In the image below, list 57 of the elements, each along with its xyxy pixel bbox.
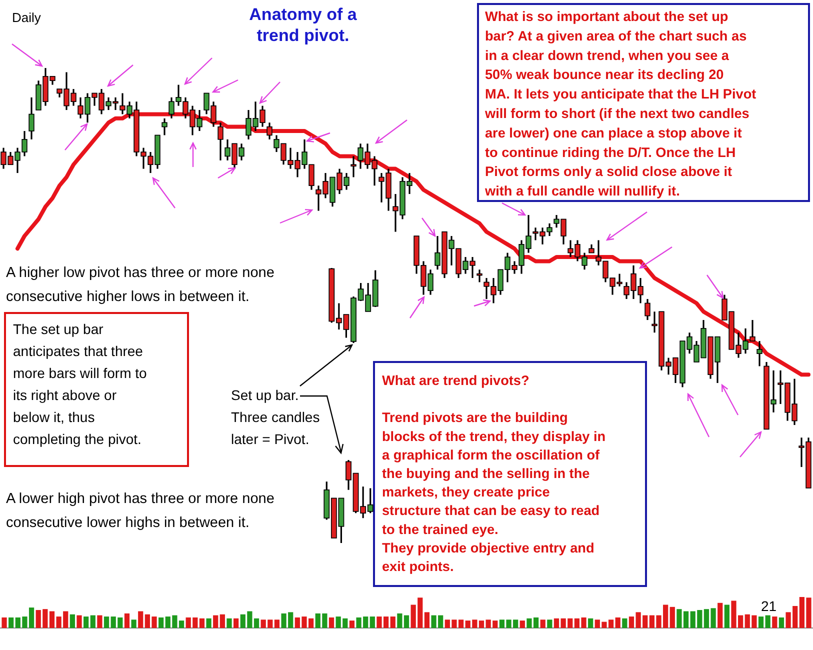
bar [615,617,620,628]
bar [206,618,212,628]
candlestick [644,298,650,321]
bar [547,620,552,628]
bar [138,611,144,628]
bar [478,620,484,628]
bar [765,615,770,628]
bar [588,618,594,628]
candlestick [756,340,762,367]
candlestick [28,96,34,140]
bar [349,620,355,628]
bar [226,618,232,628]
bar [124,613,130,628]
annotation: Set up bar. Three candles later = Pivot. [231,387,320,447]
bar [758,616,764,628]
text: A lower high pivot has three or more none consecutive lower highs in between it. [6,491,274,531]
chart-title: Anatomy of a trend pivot. [249,5,358,45]
candlestick [266,122,272,140]
candlestick [350,155,356,178]
text: What are trend pivots? Trend pivots are the building blocks of the trend, they display in a graphical form the oscillation of the buying and the selling in the markets, they create price structure that can be easy to read to the trained eye. They provide objective entry and exit points. [382,373,606,574]
bar [424,612,430,628]
annotation: A higher low pivot has three or more none consecutive higher lows in between it. [6,265,274,305]
bar [404,615,410,628]
bar [234,618,239,628]
bar [76,615,82,628]
bar [90,615,96,628]
bar [97,615,102,628]
bar [370,616,375,628]
bar [670,606,675,628]
bar [520,620,525,628]
candlestick [476,268,482,283]
bar [328,617,334,628]
bar [540,620,546,628]
bar [274,620,280,628]
bar [104,616,110,628]
bar [724,604,730,628]
bar [397,613,402,628]
candlestick [162,118,168,136]
bar [158,617,164,628]
bar [778,617,784,628]
bar [390,616,396,628]
bar [213,615,218,628]
text: Daily [12,10,42,25]
text: What is so important about the set up bar? At a given area of the chart such as in a clear down trend, when you see a 50% weak bounce near its decling 20 MA. It lets you anticipate that the LH Pivot will form to short (if the next two candles are lower) one can place a stop above it to continue riding the D/T. Once the LH Pivot forms only a solid close above it with a full candle will nullify it. [485,9,756,199]
bar [220,614,225,628]
bar [70,614,75,628]
bar [622,618,628,628]
bar [8,617,14,628]
bar [2,617,7,628]
bar [84,616,89,628]
bar [718,602,723,628]
bar [772,616,778,628]
annotation: 21 [761,598,777,614]
bar [199,618,205,628]
candlestick [218,122,224,162]
annotation: The set up bar anticipates that three more bars will form to its right above or below it, thus completing the pivot. [13,321,148,447]
bar [131,620,136,628]
